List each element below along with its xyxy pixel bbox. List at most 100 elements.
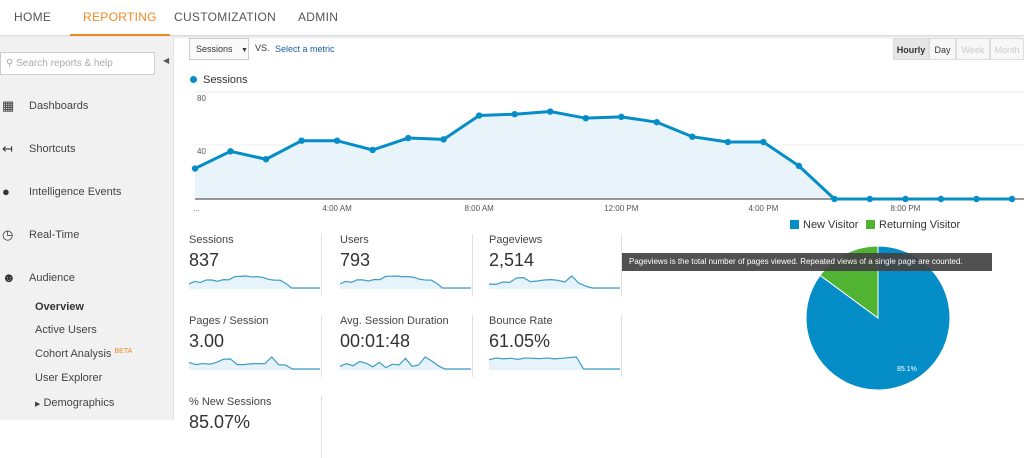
data-point [475,112,483,119]
sidebar-sub-user-explorer[interactable]: User Explorer [35,372,103,384]
metric-card[interactable]: Avg. Session Duration 00:01:48 [331,315,473,377]
sparkline [340,356,471,370]
area-fill [195,111,1012,199]
data-point [1008,195,1016,203]
legend-new-visitor: New Visitor [790,219,858,231]
data-point [618,113,625,121]
sparkline-line [489,356,620,370]
metric-select-value: Sessions [196,44,233,54]
sparkline [189,356,320,370]
metric-select[interactable]: Sessions ▼ [189,38,249,60]
sidebar-sub-cohort-analysis[interactable]: Cohort Analysis BETA [35,348,132,360]
data-point [582,114,589,122]
sparkline-line [340,356,471,370]
metric-title: Pageviews [489,234,543,246]
sidebar-sub-active-users[interactable]: Active Users [35,324,97,336]
chart-legend: Sessions [190,74,248,86]
data-point [511,111,518,118]
metric-card[interactable]: Bounce Rate 61.05% [480,315,622,377]
sidebar-item-label: Shortcuts [29,143,76,155]
tab-customization[interactable]: CUSTOMIZATION [174,10,277,24]
sparkline-line [340,275,471,289]
data-point [333,137,341,144]
y-tick-label: 40 [197,147,206,156]
sidebar-item-label: Real-Time [29,229,80,241]
data-point [902,195,909,203]
data-point [689,133,696,140]
sparkline-line [489,275,620,289]
tab-admin[interactable]: ADMIN [298,10,339,24]
cohort-label: Cohort Analysis [35,348,112,360]
data-point [191,165,199,172]
metric-card[interactable]: Users 793 [331,234,473,296]
metric-card[interactable]: Pages / Session 3.00 [180,315,322,377]
sessions-chart: 40 80... 4:00 AM 8:00 AM 12:00 PM 4:00 PM 8:00… [191,91,1024,213]
legend-label: New Visitor [803,219,859,231]
metric-card[interactable]: % New Sessions 85.07% [180,396,322,458]
select-metric-link[interactable]: Select a metric [275,44,335,54]
data-point [795,162,803,170]
sidebar-sub-overview[interactable]: Overview [35,301,84,313]
collapse-sidebar-icon[interactable]: ◀ [163,56,170,65]
tab-reporting[interactable]: REPORTING [70,0,170,36]
vs-label: VS. [255,43,270,53]
sidebar-item-label: Dashboards [29,100,89,112]
metric-value: 85.07% [189,412,251,432]
demographics-label: Demographics [43,397,115,409]
data-point [760,138,767,146]
data-point [937,195,945,203]
data-point [404,134,412,142]
x-tick-label: ... [193,204,200,213]
legend-swatch [790,220,799,229]
data-point [227,148,234,155]
people-icon: ☻ [2,270,16,285]
metric-title: Avg. Session Duration [340,315,449,327]
data-point [866,195,874,203]
hourly-button[interactable]: Hourly [893,38,929,60]
x-tick-label: 4:00 PM [748,204,778,213]
data-point [440,136,447,143]
series-line [194,110,1012,201]
metric-title: Bounce Rate [489,315,553,327]
x-tick-label: 4:00 AM [322,204,352,213]
sparkline-area [340,357,471,370]
metric-title: Sessions [189,234,234,246]
sidebar-sub-demographics[interactable]: ▶ Demographics [35,397,114,409]
beta-badge: BETA [114,348,133,355]
sidebar-item-label: Audience [29,272,75,284]
metric-value: 2,514 [489,250,535,270]
month-button[interactable]: Month [990,38,1024,60]
data-point [653,118,660,126]
metric-value: 793 [340,250,371,270]
data-point [724,138,732,146]
x-tick-label: 12:00 PM [604,204,639,213]
day-button[interactable]: Day [929,38,956,60]
metric-value: 61.05% [489,331,551,351]
metric-value: 00:01:48 [340,331,411,351]
x-tick-label: 8:00 PM [891,204,921,213]
legend-returning-visitor: Returning Visitor [866,219,960,231]
metric-value: 837 [189,250,220,270]
legend-label: Sessions [203,74,248,86]
week-button[interactable]: Week [956,38,990,60]
metric-title: Pages / Session [189,315,269,327]
data-point [262,156,270,163]
sparkline-area [489,276,620,289]
metric-title: Users [340,234,369,246]
search-placeholder: Search reports & help [16,58,113,69]
caret-right-icon: ▶ [35,401,41,408]
data-point [973,195,980,203]
y-tick-label: 80 [197,94,206,103]
search-icon: ⚲ [6,58,14,69]
grid-icon: ▦ [2,98,15,113]
metric-card[interactable]: Pageviews 2,514 [480,234,622,296]
sparkline-area [189,276,320,289]
metric-card[interactable]: Sessions 837 [180,234,322,296]
data-point [298,137,305,144]
search-input[interactable]: ⚲ Search reports & help [0,52,155,75]
clock-icon: ◷ [2,227,14,242]
tab-home[interactable]: HOME [14,10,52,24]
shortcut-arrow-icon: ↤ [2,141,13,156]
sparkline-line [189,356,320,370]
sidebar-item-label: Intelligence Events [29,186,122,198]
